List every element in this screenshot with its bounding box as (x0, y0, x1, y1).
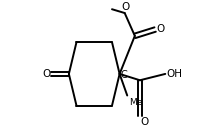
Text: O: O (42, 69, 50, 79)
Text: C: C (121, 70, 128, 80)
Text: Me: Me (129, 98, 142, 107)
Text: O: O (156, 24, 164, 34)
Text: OH: OH (166, 69, 182, 79)
Text: O: O (121, 2, 129, 12)
Text: O: O (140, 117, 149, 127)
